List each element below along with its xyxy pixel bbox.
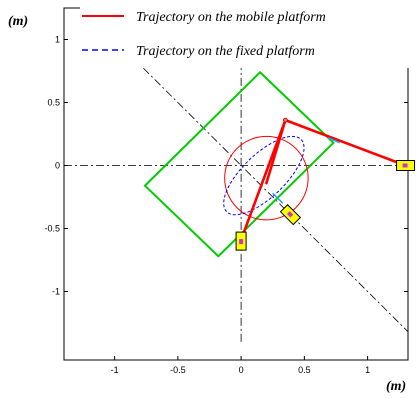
fixed-trajectory-ellipse bbox=[223, 135, 305, 216]
x-tick-label-2: 0 bbox=[239, 365, 244, 375]
actuator-0 bbox=[396, 160, 416, 171]
mobile-trajectory-circle bbox=[224, 135, 309, 221]
y-tick-label-4: -1 bbox=[52, 287, 60, 297]
blue-joint-0 bbox=[328, 137, 341, 144]
actuator-marker-2 bbox=[286, 211, 294, 218]
y-tick-label-0: 1 bbox=[55, 35, 60, 45]
legend: Trajectory on the mobile platform Trajec… bbox=[80, 0, 417, 68]
square-outline bbox=[143, 70, 335, 258]
actuators bbox=[235, 160, 416, 251]
blue-joint-1 bbox=[272, 192, 284, 204]
x-tick-label-0: -1 bbox=[111, 365, 119, 375]
x-tick-label-1: -0.5 bbox=[170, 365, 186, 375]
actuator-marker-0 bbox=[402, 163, 408, 168]
y-axis-unit: (m) bbox=[8, 14, 28, 29]
actuator-1 bbox=[235, 231, 247, 251]
y-tick-label-1: 0.5 bbox=[47, 98, 60, 108]
trajectory-series bbox=[223, 135, 309, 221]
legend-label-mobile: Trajectory on the mobile platform bbox=[136, 10, 326, 25]
x-axis-unit: (m) bbox=[386, 379, 406, 394]
actuator-marker-1 bbox=[239, 239, 244, 245]
leg-link-2 bbox=[265, 118, 287, 185]
legend-label-fixed: Trajectory on the fixed platform bbox=[136, 44, 315, 59]
x-tick-label-3: 0.5 bbox=[298, 365, 311, 375]
y-tick-label-3: -0.5 bbox=[44, 224, 60, 234]
leg-links bbox=[239, 117, 407, 242]
x-tick-label-4: 1 bbox=[365, 365, 370, 375]
platform-joint bbox=[282, 117, 288, 123]
mobile-platform-square bbox=[143, 70, 335, 258]
y-tick-label-2: 0 bbox=[55, 161, 60, 171]
leg-link-0 bbox=[284, 118, 407, 167]
leg-link-1 bbox=[239, 118, 287, 242]
legend-background bbox=[80, 0, 417, 68]
actuator-2 bbox=[279, 204, 302, 226]
